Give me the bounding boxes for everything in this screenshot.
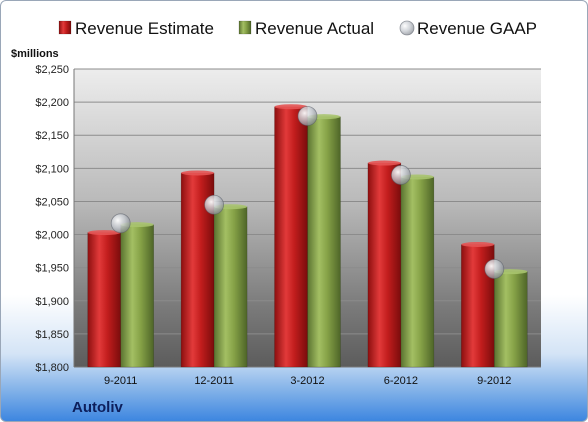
bar-top <box>274 104 308 110</box>
legend-revenue-gaap-swatch <box>399 20 415 36</box>
x-tick-label: 3-2012 <box>290 375 324 387</box>
y-tick-label: $1,900 <box>35 296 69 308</box>
bar-revenue-estimate <box>87 232 121 368</box>
bar-revenue-actual <box>213 206 248 368</box>
y-tick-label: $1,800 <box>35 362 69 374</box>
bar-revenue-actual <box>120 224 154 368</box>
bar-revenue-actual <box>307 116 341 368</box>
marker-revenue-gaap <box>297 106 318 126</box>
bar-top <box>181 170 215 176</box>
marker-revenue-gaap <box>484 259 505 279</box>
y-tick-label: $2,000 <box>35 230 69 242</box>
y-axis-label: $millions <box>11 48 59 60</box>
y-tick-label: $1,850 <box>35 329 69 341</box>
bar-revenue-actual <box>494 271 528 368</box>
marker-revenue-gaap <box>390 165 411 185</box>
company-name: Autoliv <box>72 399 123 416</box>
y-tick-label: $2,100 <box>35 163 69 175</box>
bar-top <box>87 230 121 236</box>
y-tick-label: $2,050 <box>35 196 69 208</box>
bar-revenue-estimate <box>367 162 402 368</box>
y-tick-label: $1,950 <box>35 263 69 275</box>
bar-top <box>367 160 401 166</box>
bar-top <box>461 241 495 247</box>
x-tick-label: 9-2012 <box>477 375 511 387</box>
x-tick-label: 9-2011 <box>104 375 137 387</box>
marker-revenue-gaap <box>110 213 131 234</box>
y-tick-label: $2,200 <box>35 97 69 109</box>
y-tick-label: $2,250 <box>35 64 69 76</box>
bar-revenue-actual <box>400 176 435 368</box>
marker-revenue-gaap <box>204 194 225 215</box>
legend-revenue-actual-label: Revenue Actual <box>255 19 374 38</box>
x-tick-label: 6-2012 <box>384 375 418 387</box>
legend-revenue-estimate-swatch <box>58 20 72 35</box>
legend-revenue-gaap-label: Revenue GAAP <box>417 19 537 38</box>
y-tick-label: $2,150 <box>35 130 69 142</box>
legend-revenue-estimate-label: Revenue Estimate <box>75 19 214 38</box>
legend-revenue-actual-swatch <box>238 20 252 35</box>
x-tick-label: 12-2011 <box>194 375 234 387</box>
bar-revenue-estimate <box>274 106 308 368</box>
